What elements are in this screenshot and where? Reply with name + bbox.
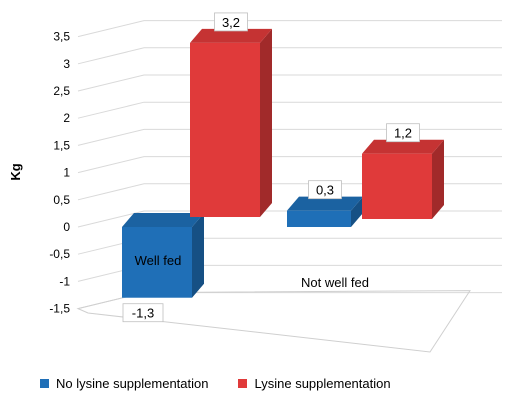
bar-top — [362, 139, 444, 154]
bar-0-0 — [122, 213, 204, 298]
legend-swatch-red — [238, 379, 248, 388]
legend-item-no-lysine: No lysine supplementation — [40, 376, 208, 391]
bar-1-0 — [190, 28, 272, 218]
bar-1-1 — [362, 139, 444, 219]
data-label-text: -1,3 — [132, 306, 154, 321]
category-label: Not well fed — [301, 275, 369, 290]
bar-0-1 — [287, 196, 363, 227]
bars — [122, 28, 444, 298]
bar-side — [192, 213, 204, 298]
y-tick-label: 2,5 — [53, 84, 70, 98]
data-labels: -1,3 0,3 3,2 1,2 — [122, 12, 420, 323]
gridlines — [77, 20, 502, 310]
bar-side — [260, 28, 272, 218]
data-label: -1,3 — [122, 303, 164, 323]
bar-front — [362, 153, 432, 219]
data-label-text: 3,2 — [222, 15, 240, 30]
y-tick-label: 1 — [63, 166, 70, 180]
data-label-text: 1,2 — [394, 126, 412, 141]
data-label: 1,2 — [386, 123, 420, 143]
legend-label: No lysine supplementation — [56, 376, 209, 391]
y-tick-label: 3,5 — [53, 30, 70, 44]
data-label-box — [122, 303, 164, 323]
bar-front — [190, 42, 260, 217]
legend-label: Lysine supplementation — [254, 376, 391, 391]
gridline — [77, 128, 502, 146]
gridline — [77, 47, 502, 65]
y-axis-label: Kg — [8, 163, 23, 180]
y-tick-label: 0 — [63, 220, 70, 234]
data-label-box — [308, 180, 342, 200]
legend-item-lysine: Lysine supplementation — [238, 376, 391, 391]
y-tick-label: 0,5 — [53, 193, 70, 207]
gridline — [77, 101, 502, 119]
legend: No lysine supplementation Lysine supplem… — [40, 376, 391, 391]
legend-swatch-blue — [40, 379, 49, 388]
category-labels: Well fed Not well fed — [135, 253, 369, 290]
data-label-box — [214, 12, 248, 32]
bar-front — [122, 227, 192, 298]
y-tick-label: -1,5 — [49, 302, 70, 316]
data-label-text: 0,3 — [316, 183, 334, 198]
y-tick-label: 1,5 — [53, 138, 70, 152]
data-label: 0,3 — [308, 180, 342, 200]
y-axis-ticks: 3,5 3 2,5 2 1,5 1 0,5 0 -0,5 -1 -1,5 — [49, 30, 70, 316]
bar-top — [190, 28, 272, 43]
y-tick-label: 2 — [63, 111, 70, 125]
y-tick-label: -0,5 — [49, 247, 70, 261]
bar-side — [351, 196, 363, 227]
bar-front — [287, 210, 351, 227]
chart: 3,5 3 2,5 2 1,5 1 0,5 0 -0,5 -1 -1,5 Kg Well fed No… — [8, 12, 502, 353]
gridline — [77, 74, 502, 92]
category-label: Well fed — [135, 253, 182, 268]
bar-top — [122, 213, 204, 227]
data-label-box — [386, 123, 420, 143]
y-tick-label: 3 — [63, 57, 70, 71]
bar-side — [432, 139, 444, 219]
bar-top — [287, 196, 363, 211]
y-tick-label: -1 — [59, 274, 70, 288]
data-label: 3,2 — [214, 12, 248, 32]
gridline — [77, 20, 502, 38]
